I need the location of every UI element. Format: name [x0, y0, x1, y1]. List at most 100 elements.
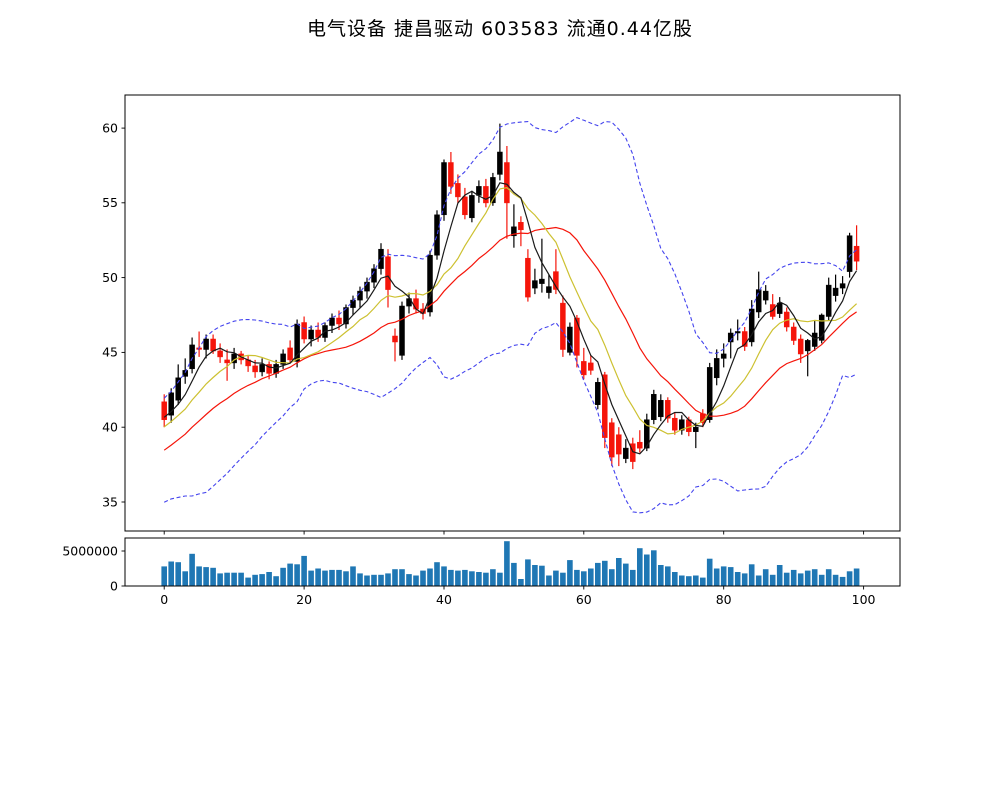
volume-bar — [644, 554, 650, 586]
candle-body — [748, 308, 755, 343]
volume-bar — [378, 574, 384, 586]
volume-bar — [448, 569, 454, 586]
volume-bar — [637, 548, 643, 586]
candle-body — [797, 338, 804, 355]
volume-bar — [846, 571, 853, 586]
volume-bar — [609, 569, 615, 586]
volume-bar — [469, 571, 475, 586]
volume-bar — [665, 566, 671, 586]
volume-bar — [511, 562, 517, 586]
volume-bar — [315, 568, 321, 586]
ma20-line — [163, 226, 857, 451]
candle-body — [832, 287, 839, 296]
volume-bar — [294, 564, 300, 586]
volume-bar — [434, 562, 440, 586]
axes: 35 40 45 50 55 60 0 5000000 0 20 40 60 80 100 — [62, 94, 901, 607]
volume-bar — [727, 567, 734, 586]
volume-bar — [762, 569, 769, 586]
volume-bar — [385, 573, 391, 586]
candle-body — [672, 417, 678, 431]
candle-body — [818, 314, 825, 341]
candle-body — [455, 183, 461, 198]
volume-bar — [567, 560, 573, 586]
volume-bar — [525, 559, 531, 586]
candle-body — [706, 367, 713, 420]
candle-body — [497, 151, 503, 175]
candle-body — [602, 374, 608, 438]
volume-bar — [217, 573, 223, 586]
volume-bar — [797, 573, 804, 586]
volume-bar — [832, 574, 839, 586]
x-tick-label: 40 — [436, 592, 452, 607]
candle-body — [504, 162, 510, 204]
volume-bar — [322, 570, 328, 586]
candle-body — [734, 331, 741, 334]
volume-bar — [588, 568, 594, 586]
volume-bar — [287, 563, 293, 586]
volume-bar — [483, 572, 489, 586]
volume-bar — [231, 572, 237, 586]
candle-body — [343, 307, 349, 325]
volume-bar — [776, 565, 783, 586]
candle-body — [825, 284, 832, 317]
candle-body — [518, 222, 524, 231]
candle-body — [839, 283, 846, 289]
volume-bar — [252, 574, 258, 586]
x-tick-label: 60 — [576, 592, 592, 607]
candle-body — [175, 377, 181, 401]
ma5-line — [163, 182, 858, 455]
candle-body — [846, 235, 853, 272]
volume-bar — [769, 574, 776, 586]
volume-bar — [839, 576, 846, 586]
candle-body — [280, 353, 286, 365]
volume-bar — [595, 562, 601, 586]
volume-bar — [532, 565, 538, 586]
candle-body — [693, 426, 699, 432]
volume-bar — [818, 574, 825, 586]
candle-body — [811, 332, 818, 347]
volume-y-tick-label: 5000000 — [62, 543, 118, 558]
volume-bar — [804, 570, 811, 586]
volume-bar — [210, 567, 216, 586]
volume-bar — [161, 566, 167, 586]
candle-body — [413, 298, 419, 310]
volume-bar — [518, 579, 524, 586]
candle-body — [609, 422, 615, 458]
candle-body — [511, 226, 517, 237]
volume-bar — [392, 569, 398, 586]
candle-body — [651, 394, 657, 420]
volume-bar — [825, 569, 832, 586]
candle-body — [595, 382, 601, 405]
candle-body — [476, 186, 482, 196]
candle-body — [182, 370, 188, 377]
price-y-tick-label: 50 — [102, 270, 118, 285]
candle-body — [679, 419, 685, 431]
x-tick-label: 80 — [716, 592, 732, 607]
volume-bar — [693, 575, 699, 586]
price-y-tick-label: 55 — [102, 195, 118, 210]
candles — [161, 123, 860, 470]
candle-body — [525, 257, 531, 298]
volume-bar — [755, 575, 762, 586]
volume-bar — [546, 575, 552, 586]
candle-body — [469, 195, 475, 219]
candle-body — [189, 344, 195, 370]
x-tick-label: 0 — [160, 592, 168, 607]
volume-bar — [406, 574, 412, 586]
candle-body — [741, 331, 748, 347]
volume-bar — [497, 572, 503, 586]
volume-bar — [280, 567, 286, 586]
volume-bar — [713, 568, 720, 586]
candle-body — [378, 248, 384, 269]
candle-body — [161, 401, 167, 420]
candle-body — [539, 278, 545, 284]
volume-bar — [811, 569, 818, 586]
volume-bar — [476, 572, 482, 586]
volume-bar — [399, 569, 405, 586]
volume-bar — [343, 571, 349, 586]
volume-bar — [658, 565, 664, 586]
candle-body — [581, 361, 587, 376]
candle-body — [301, 322, 307, 340]
candle-body — [762, 290, 769, 301]
